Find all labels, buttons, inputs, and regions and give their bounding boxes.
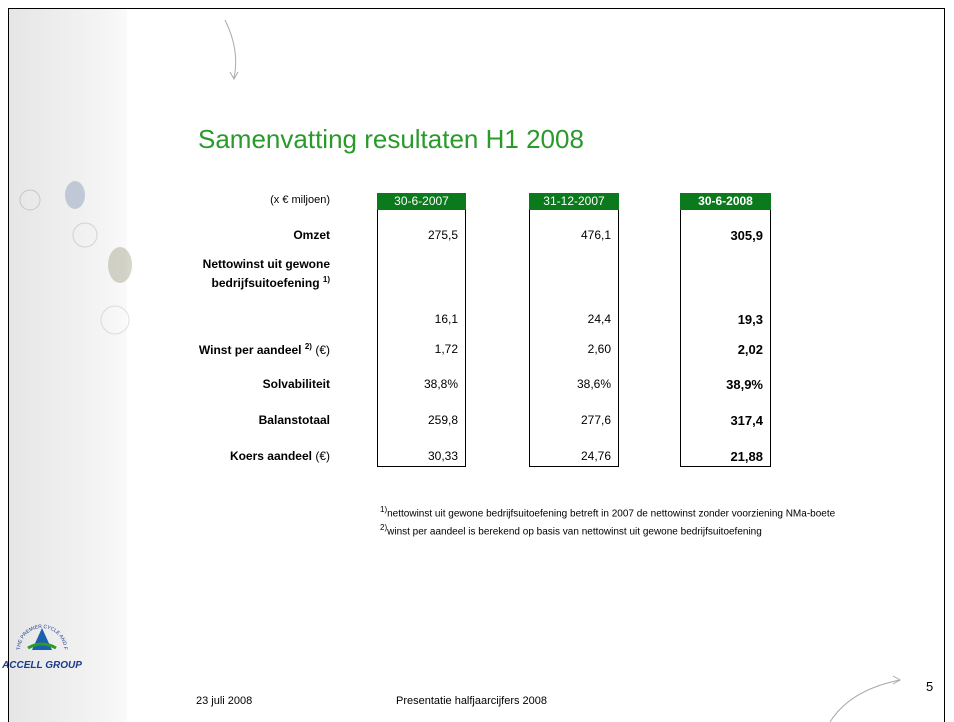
cell-value: 317,4 <box>730 413 763 428</box>
row-label: Omzet <box>293 228 330 242</box>
arrow-head <box>892 675 902 685</box>
label-unit: (€) <box>315 449 330 463</box>
cell-value: 277,6 <box>580 413 611 427</box>
footnote: 1)nettowinst uit gewone bedrijfsuitoefen… <box>380 505 835 519</box>
footer-title: Presentatie halfjaarcijfers 2008 <box>396 695 548 707</box>
logo-name: ACCELL GROUP <box>1 660 82 671</box>
logo: THE PREMIER CYCLE AND FITNESS GROUP ACCE… <box>0 0 82 671</box>
label-unit: (€) <box>315 343 330 357</box>
cell-value: 259,8 <box>427 413 458 427</box>
logo-tagline: THE PREMIER CYCLE AND FITNESS GROUP <box>0 0 68 650</box>
cell-value: 38,6% <box>576 377 611 391</box>
cell-value: 16,1 <box>434 312 458 326</box>
cell-value: 2,60 <box>587 342 611 356</box>
cell-value: 275,5 <box>427 228 458 242</box>
row-label: Balanstotaal <box>259 413 330 427</box>
footnote-marker: 1) <box>380 505 388 514</box>
row-label-text: Solvabiliteit <box>262 377 330 391</box>
cell-value: 305,9 <box>730 228 763 243</box>
cell-value: 21,88 <box>730 449 763 464</box>
side-strip <box>9 9 127 722</box>
row-label: Nettowinst uit gewone <box>202 257 330 271</box>
cell-value: 2,02 <box>737 342 763 357</box>
arrow-head <box>229 71 239 81</box>
page-number: 5 <box>926 679 934 694</box>
row-label-text: Winst per aandeel <box>198 343 302 357</box>
title: Samenvatting resultaten H1 2008 <box>198 124 584 154</box>
row-label-text: Omzet <box>293 228 330 242</box>
column-header: 30-6-2008 <box>680 193 771 210</box>
cell-value: 38,8% <box>423 377 458 391</box>
footnote-marker: 2) <box>380 523 388 532</box>
cell-value: 24,4 <box>587 312 611 326</box>
cell-value: 19,3 <box>737 312 763 327</box>
unit-label: (x € miljoen) <box>270 194 330 206</box>
column-header: 31-12-2007 <box>529 193 619 210</box>
label-marker: 2) <box>304 342 312 351</box>
cell-value: 476,1 <box>580 228 611 242</box>
arrow-curve <box>829 679 901 722</box>
row-label: Winst per aandeel 2) (€) <box>199 342 330 357</box>
cell-value: 24,76 <box>580 449 611 463</box>
row-label: bedrijfsuitoefening 1) <box>211 275 330 290</box>
footnote: 2)winst per aandeel is berekend op basis… <box>380 523 762 537</box>
row-label: Koers aandeel (€) <box>230 449 330 463</box>
footer-date: 23 juli 2008 <box>196 695 253 707</box>
cell-value: 30,33 <box>427 449 458 463</box>
cyclists <box>19 181 132 335</box>
row-label-text: Koers aandeel <box>229 449 312 463</box>
cell-value: 1,72 <box>434 342 458 356</box>
label-marker: 1) <box>322 275 330 284</box>
footnote-text: nettowinst uit gewone bedrijfsuitoefenin… <box>387 508 836 520</box>
cell-value: 38,9% <box>726 377 763 392</box>
frame <box>8 8 945 722</box>
footnote-text: winst per aandeel is berekend op basis v… <box>387 526 762 538</box>
arrow-curve <box>224 19 237 79</box>
column-header: 30-6-2007 <box>377 193 466 210</box>
row-label-text: Balanstotaal <box>258 413 330 427</box>
row-label: Solvabiliteit <box>263 377 330 391</box>
